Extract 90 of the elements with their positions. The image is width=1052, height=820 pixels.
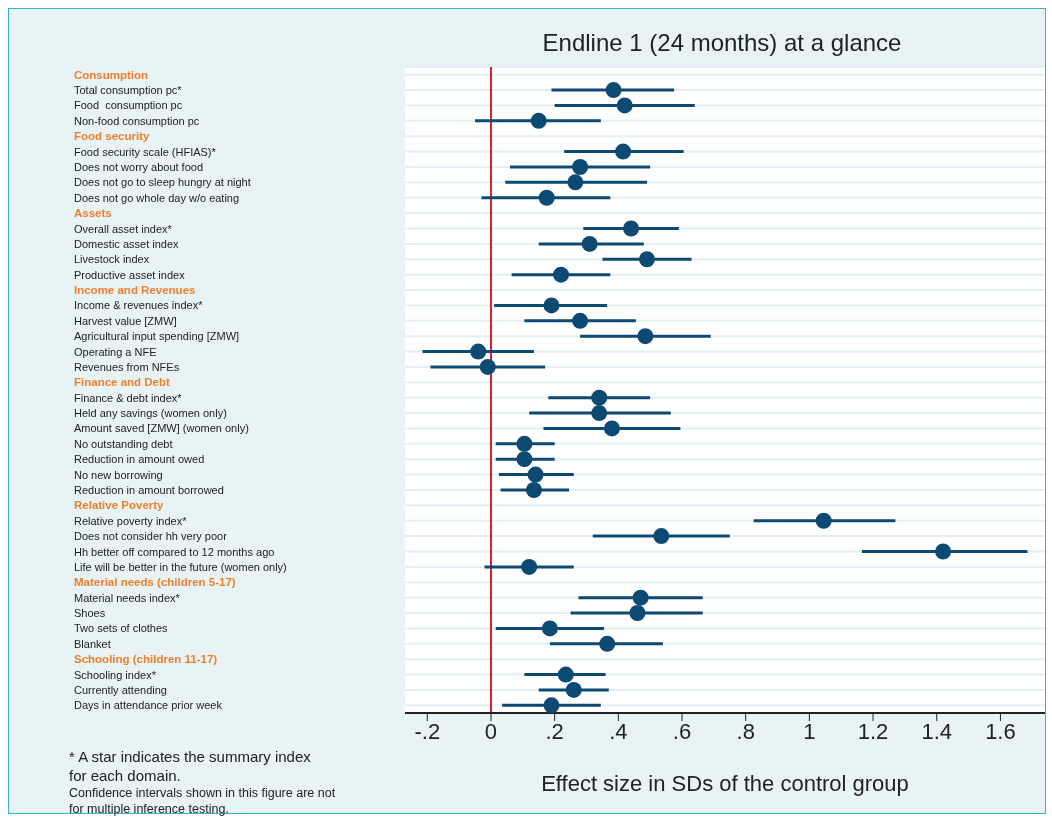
point	[572, 158, 589, 175]
y-tick-label: Material needs (children 5-17)	[74, 576, 236, 589]
y-tick-label: Relative Poverty	[74, 499, 165, 512]
x-tick-label: -.2	[414, 718, 441, 744]
point	[629, 605, 646, 622]
y-tick-label: Does not worry about food	[74, 160, 204, 173]
x-tick-label: 0	[484, 718, 498, 744]
y-tick-label: Currently attending	[74, 683, 167, 696]
chart-title: Endline 1 (24 months) at a glance	[541, 29, 903, 57]
point	[557, 666, 574, 683]
y-tick-label: Held any savings (women only)	[74, 407, 227, 420]
point	[616, 97, 633, 114]
point	[525, 481, 542, 498]
point	[470, 343, 487, 360]
point	[632, 589, 649, 606]
y-tick-label: Operating a NFE	[74, 345, 157, 358]
y-tick-label: Relative poverty index*	[74, 514, 188, 527]
y-tick-label: Productive asset index	[74, 268, 186, 281]
y-tick-label: Income and Revenues	[74, 284, 196, 297]
x-tick-label: 1.4	[921, 718, 953, 744]
point	[638, 251, 655, 268]
text: * A star indicates the summary index for each domain.	[69, 747, 312, 785]
y-tick-label: Food security scale (HFIAS)*	[74, 145, 217, 158]
y-tick-label: Domestic asset index	[74, 237, 180, 250]
point	[538, 189, 555, 206]
point	[653, 528, 670, 545]
x-axis-title: Effect size in SDs of the control group	[541, 771, 909, 796]
point	[553, 266, 570, 283]
point	[599, 635, 616, 652]
point	[516, 435, 533, 452]
x-tick-label: 1	[803, 718, 816, 744]
text: Confidence intervals shown in this figure are not for multiple inference testing.	[69, 785, 337, 817]
y-tick-label: Reduction in amount borrowed	[74, 483, 224, 496]
point	[623, 220, 640, 237]
point	[565, 681, 582, 698]
point	[543, 697, 560, 713]
y-tick-label: Schooling (children 11-17)	[74, 653, 218, 666]
y-tick-label: Does not consider hh very poor	[74, 530, 228, 543]
y-tick-label: Revenues from NFEs	[74, 360, 180, 373]
y-tick-label: Total consumption pc*	[74, 84, 183, 97]
y-tick-label: No new borrowing	[74, 468, 163, 481]
x-tick-label: .6	[672, 718, 692, 744]
point	[637, 328, 654, 345]
point	[521, 558, 538, 575]
y-tick-label: Assets	[74, 207, 112, 220]
point	[527, 466, 544, 483]
y-tick-label: Shoes	[74, 607, 106, 620]
point	[591, 389, 608, 406]
x-tick-label: .8	[736, 718, 755, 744]
x-tick-label: 1.2	[857, 718, 889, 744]
y-tick-label: Hh better off compared to 12 months ago	[74, 545, 275, 558]
point	[572, 312, 589, 329]
y-tick-label: Non-food consumption pc	[74, 114, 200, 127]
point	[479, 358, 496, 375]
point	[615, 143, 632, 160]
y-tick-label: Income & revenues index*	[74, 299, 204, 312]
point	[567, 174, 584, 191]
point	[543, 297, 560, 314]
point	[815, 512, 832, 529]
y-tick-label: Two sets of clothes	[74, 622, 169, 635]
point	[591, 405, 608, 422]
y-tick-label: Does not go whole day w/o eating	[74, 191, 240, 204]
y-tick-label: Overall asset index*	[74, 222, 173, 235]
y-tick-label: Material needs index*	[74, 591, 181, 604]
point	[935, 543, 952, 560]
x-tick-label: .4	[609, 718, 628, 744]
y-tick-label: Days in attendance prior week	[74, 699, 223, 712]
point	[516, 451, 533, 468]
point	[541, 620, 558, 637]
y-tick-label: Agricultural input spending [ZMW]	[74, 330, 240, 343]
y-tick-label: Finance and Debt	[74, 376, 171, 389]
point	[530, 112, 547, 129]
y-tick-label: Consumption	[74, 68, 149, 81]
y-tick-label: Harvest value [ZMW]	[74, 314, 177, 327]
y-tick-label: Food security	[74, 130, 151, 143]
y-tick-label: Life will be better in the future (women only)	[74, 560, 287, 573]
y-tick-label: Reduction in amount owed	[74, 453, 205, 466]
y-tick-label: Livestock index	[74, 253, 150, 266]
y-tick-label: Does not go to sleep hungry at night	[74, 176, 251, 189]
y-tick-label: Finance & debt index*	[74, 391, 183, 404]
y-tick-label: Schooling index*	[74, 668, 157, 681]
point	[603, 420, 620, 437]
point	[581, 235, 598, 252]
point	[605, 82, 622, 99]
x-tick-label: 1.6	[985, 718, 1016, 744]
y-tick-label: Food consumption pc	[74, 99, 183, 112]
y-tick-label: Blanket	[74, 637, 111, 650]
y-tick-label: No outstanding debt	[74, 437, 173, 450]
y-tick-label: Amount saved [ZMW] (women only)	[74, 422, 249, 435]
x-tick-label: .2	[545, 718, 564, 744]
